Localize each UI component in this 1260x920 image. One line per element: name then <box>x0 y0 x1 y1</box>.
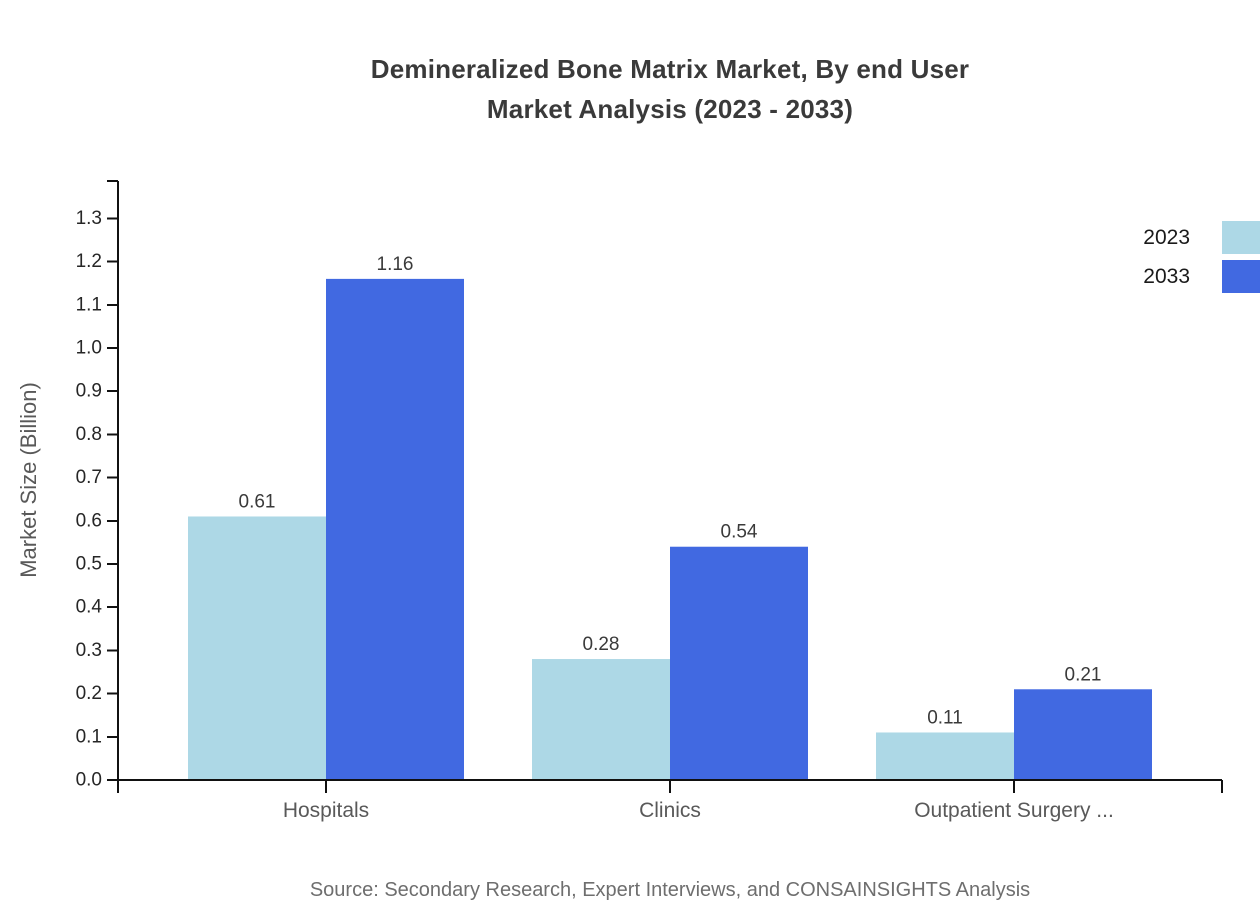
y-tick-label-0.8: 0.8 <box>76 424 102 445</box>
value-label-2023-1: 0.28 <box>583 634 620 655</box>
y-tick-label-0.2: 0.2 <box>76 683 102 704</box>
value-label-2033-2: 0.21 <box>1065 664 1102 685</box>
y-tick-label-0.1: 0.1 <box>76 726 102 747</box>
y-tick-label-0.9: 0.9 <box>76 381 102 402</box>
chart-title-line2: Market Analysis (2023 - 2033) <box>486 94 854 124</box>
y-tick-label-1.0: 1.0 <box>76 338 102 359</box>
y-tick-label-1.2: 1.2 <box>76 251 102 272</box>
legend-label-2033: 2033 <box>1143 264 1190 288</box>
legend-swatch-2033 <box>1222 260 1260 293</box>
y-tick-label-1.3: 1.3 <box>76 208 102 229</box>
bar-2033-1 <box>670 546 808 780</box>
value-label-2033-1: 0.54 <box>721 522 758 543</box>
y-tick-label-1.1: 1.1 <box>76 294 102 315</box>
y-tick-label-0.7: 0.7 <box>76 467 102 488</box>
chart-title: Demineralized Bone Matrix Market, By end… <box>118 49 1222 129</box>
value-label-2023-0: 0.61 <box>239 491 276 512</box>
bar-2023-2 <box>876 732 1014 780</box>
source-attribution: Source: Secondary Research, Expert Inter… <box>309 879 1031 901</box>
y-tick-label-0.3: 0.3 <box>76 640 102 661</box>
chart-title-line1: Demineralized Bone Matrix Market, By end… <box>370 54 970 84</box>
y-tick-label-0.6: 0.6 <box>76 510 102 531</box>
category-label-0: Hospitals <box>283 799 369 822</box>
y-tick-label-0.5: 0.5 <box>76 554 102 575</box>
bar-2033-2 <box>1014 689 1152 780</box>
y-tick-label-0.0: 0.0 <box>76 770 102 791</box>
y-axis-title: Market Size (Billion) <box>16 382 41 578</box>
chart-legend: 2023 2033 <box>1143 221 1260 293</box>
bar-2023-0 <box>188 516 326 780</box>
y-tick-label-0.4: 0.4 <box>76 597 103 618</box>
value-label-2023-2: 0.11 <box>927 707 963 728</box>
bar-2023-1 <box>532 659 670 780</box>
legend-label-2023: 2023 <box>1143 225 1190 249</box>
legend-swatch-2023 <box>1222 221 1260 254</box>
legend-item-2023: 2023 <box>1143 221 1260 254</box>
value-label-2033-0: 1.16 <box>377 254 414 275</box>
category-label-1: Clinics <box>639 799 701 822</box>
legend-item-2033: 2033 <box>1143 260 1260 293</box>
bar-2033-0 <box>326 278 464 780</box>
category-label-2: Outpatient Surgery ... <box>914 799 1114 822</box>
